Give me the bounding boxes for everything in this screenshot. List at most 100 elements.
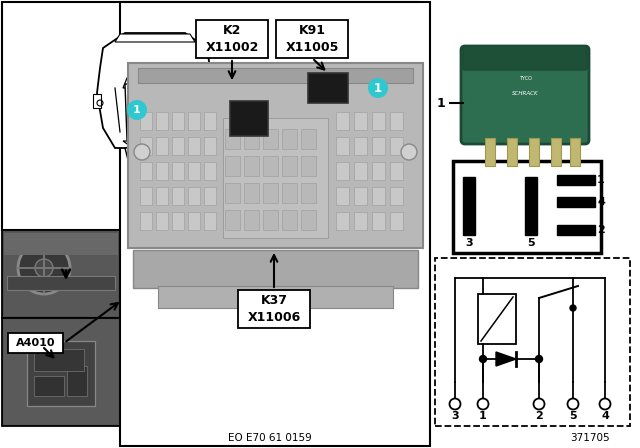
Bar: [372, 187, 385, 205]
Bar: [390, 137, 403, 155]
Bar: [551, 138, 561, 166]
Text: 1: 1: [597, 175, 605, 185]
Circle shape: [127, 100, 147, 120]
Bar: [225, 129, 240, 149]
Text: 1: 1: [436, 96, 445, 109]
Bar: [172, 137, 184, 155]
Text: K91: K91: [298, 24, 326, 37]
Bar: [120, 2, 430, 446]
Bar: [263, 156, 278, 176]
Bar: [225, 183, 240, 203]
Bar: [372, 212, 385, 230]
Bar: [128, 63, 423, 248]
Text: X11005: X11005: [285, 41, 339, 54]
Bar: [525, 177, 537, 235]
Bar: [435, 258, 630, 426]
Text: 1: 1: [374, 82, 382, 95]
Text: 371705: 371705: [570, 433, 610, 443]
Bar: [244, 210, 259, 230]
Bar: [138, 68, 413, 83]
Bar: [244, 156, 259, 176]
Circle shape: [477, 399, 488, 409]
Bar: [172, 212, 184, 230]
Bar: [244, 183, 259, 203]
Text: 4: 4: [597, 197, 605, 207]
Bar: [301, 156, 316, 176]
Text: X11002: X11002: [205, 41, 259, 54]
Circle shape: [568, 399, 579, 409]
Bar: [301, 129, 316, 149]
Bar: [204, 112, 216, 130]
Text: K37: K37: [260, 294, 287, 307]
Circle shape: [35, 259, 53, 277]
Circle shape: [134, 144, 150, 160]
Polygon shape: [123, 78, 187, 88]
Bar: [188, 137, 200, 155]
Polygon shape: [123, 141, 187, 148]
Polygon shape: [115, 34, 195, 42]
Bar: [282, 183, 297, 203]
Bar: [354, 112, 367, 130]
Bar: [2, 2, 418, 230]
Text: SCHRACK: SCHRACK: [512, 90, 538, 95]
Bar: [140, 112, 152, 130]
Circle shape: [600, 399, 611, 409]
Text: 1: 1: [133, 105, 141, 115]
Bar: [209, 94, 217, 108]
FancyBboxPatch shape: [463, 46, 587, 70]
Bar: [301, 183, 316, 203]
Bar: [172, 162, 184, 180]
Bar: [390, 112, 403, 130]
Circle shape: [570, 305, 576, 311]
Bar: [27, 341, 95, 406]
Bar: [172, 112, 184, 130]
Bar: [188, 112, 200, 130]
Text: 5: 5: [569, 411, 577, 421]
Bar: [2, 230, 120, 318]
Polygon shape: [125, 148, 185, 168]
Bar: [529, 138, 539, 166]
Bar: [7, 276, 115, 290]
Bar: [463, 177, 475, 235]
Bar: [354, 187, 367, 205]
Text: K2: K2: [223, 24, 241, 37]
Bar: [156, 137, 168, 155]
Bar: [557, 197, 595, 207]
Bar: [557, 175, 595, 185]
Bar: [354, 137, 367, 155]
Polygon shape: [125, 84, 185, 140]
Bar: [485, 138, 495, 166]
Circle shape: [534, 399, 545, 409]
Bar: [156, 162, 168, 180]
Bar: [336, 137, 349, 155]
Bar: [301, 210, 316, 230]
Bar: [67, 366, 87, 396]
Bar: [188, 187, 200, 205]
Polygon shape: [130, 168, 180, 183]
Text: 2: 2: [535, 411, 543, 421]
Text: X11006: X11006: [248, 311, 301, 324]
Polygon shape: [97, 33, 213, 148]
Bar: [276, 20, 348, 58]
Bar: [354, 212, 367, 230]
Circle shape: [368, 78, 388, 98]
Bar: [507, 138, 517, 166]
Bar: [372, 137, 385, 155]
Bar: [223, 118, 328, 238]
Bar: [204, 187, 216, 205]
Bar: [390, 212, 403, 230]
Circle shape: [401, 144, 417, 160]
Text: 3: 3: [451, 411, 459, 421]
Bar: [34, 349, 84, 371]
Bar: [204, 162, 216, 180]
Circle shape: [449, 399, 461, 409]
Bar: [238, 290, 310, 328]
Bar: [196, 20, 268, 58]
Bar: [263, 183, 278, 203]
Bar: [34, 376, 64, 396]
Bar: [140, 187, 152, 205]
Bar: [453, 161, 601, 253]
Bar: [336, 212, 349, 230]
Bar: [282, 210, 297, 230]
Bar: [156, 112, 168, 130]
